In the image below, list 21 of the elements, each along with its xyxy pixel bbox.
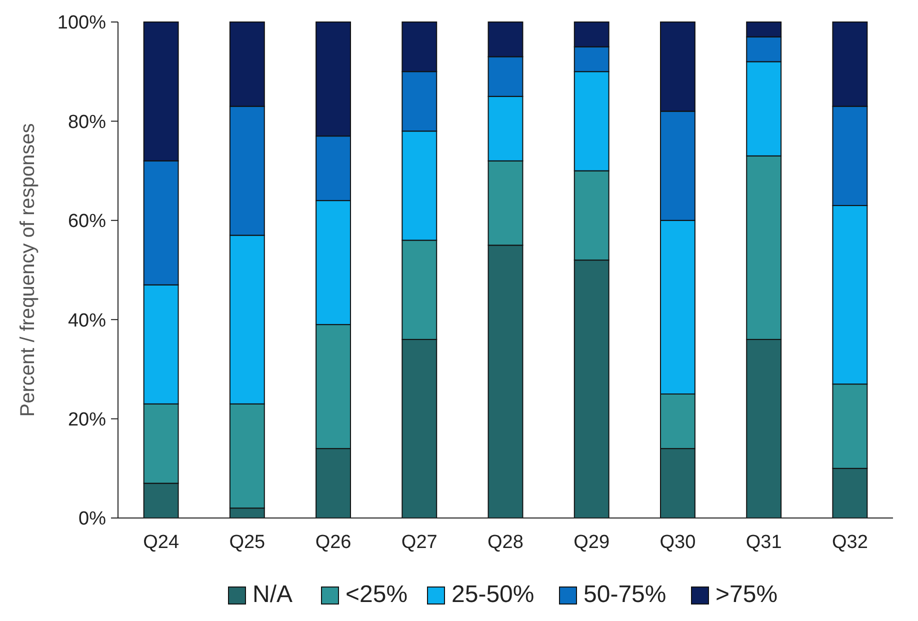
x-tick-label: Q28 [488,532,524,553]
y-axis-title: Percent / frequency of responses [17,123,39,417]
x-tick-label: Q31 [746,532,782,553]
y-tick-label: 40% [68,310,106,332]
y-tick-label: 80% [68,112,106,133]
y-tick-label: 0% [78,508,106,530]
x-tick-label: Q29 [574,532,610,553]
x-tick-label: Q27 [401,532,438,553]
x-tick-label: Q25 [229,532,266,553]
y-tick-label: 20% [68,409,106,430]
y-tick-label: 60% [68,211,106,232]
legend-label: 50-75% [584,581,666,608]
x-tick-label: Q24 [143,532,180,553]
y-tick-label: 100% [57,12,106,34]
x-tick-label: Q26 [315,532,352,553]
x-tick-label: Q30 [660,532,696,553]
legend-label: N/A [252,581,293,608]
legend-label: <25% [346,581,408,608]
legend-label: 25-50% [452,581,534,608]
legend-label: >75% [716,581,778,608]
x-tick-label: Q32 [832,532,868,553]
